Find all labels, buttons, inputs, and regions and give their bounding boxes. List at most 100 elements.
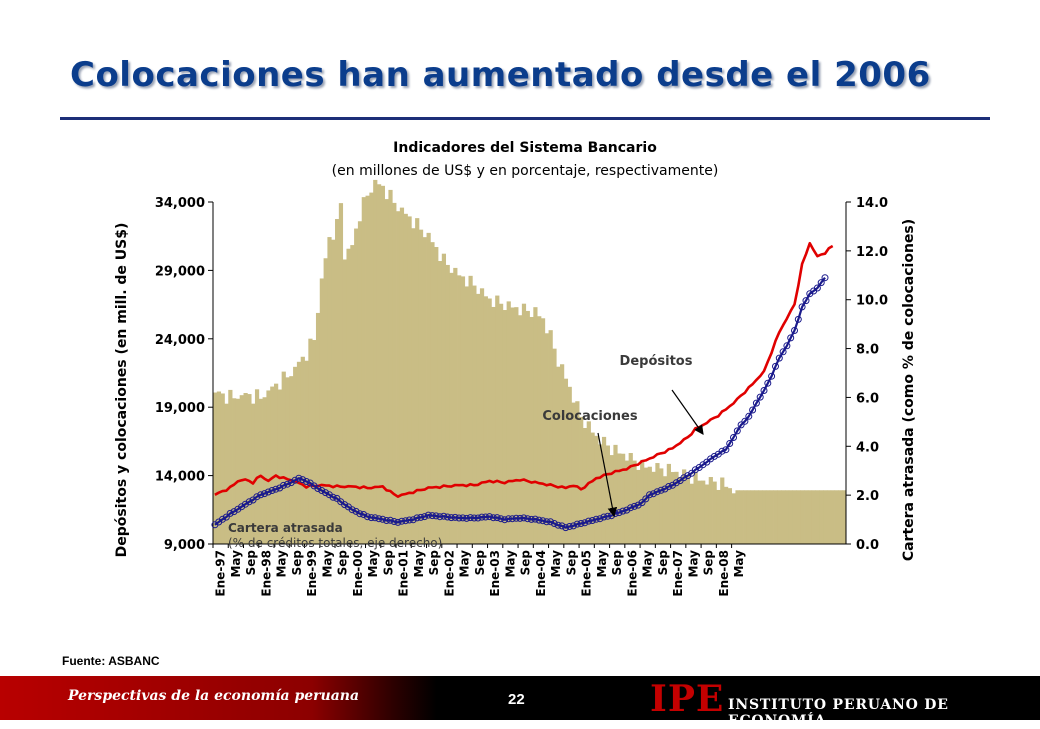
colocaciones-point <box>798 303 806 311</box>
colocaciones-point <box>657 486 665 494</box>
colocaciones-point <box>543 518 551 526</box>
bar-cartera-atrasada <box>804 490 809 544</box>
colocaciones-point <box>241 500 249 508</box>
bar-cartera-atrasada <box>434 247 439 544</box>
x-tick-label: May <box>229 550 243 578</box>
colocaciones-point <box>627 504 635 512</box>
colocaciones-point <box>386 516 394 524</box>
colocaciones-point <box>466 514 474 522</box>
bar-cartera-atrasada <box>762 490 767 544</box>
colocaciones-point <box>710 452 718 460</box>
colocaciones-point <box>775 354 783 362</box>
bar-cartera-atrasada <box>289 376 294 544</box>
bar-cartera-atrasada <box>376 184 382 544</box>
annotation-colocaciones: Colocaciones <box>542 409 638 424</box>
bar-series-group <box>213 179 847 545</box>
colocaciones-point <box>752 399 760 407</box>
bar-cartera-atrasada <box>682 469 687 544</box>
bar-cartera-atrasada <box>514 307 519 544</box>
x-tick-label: May <box>366 550 380 578</box>
colocaciones-point <box>257 491 265 499</box>
bar-cartera-atrasada <box>834 490 839 544</box>
bar-cartera-atrasada <box>769 490 774 544</box>
x-tick-label: May <box>320 550 334 578</box>
colocaciones-point <box>505 515 512 523</box>
bar-cartera-atrasada <box>407 216 412 544</box>
bar-cartera-atrasada <box>293 366 298 544</box>
left-tick-label: 14,000 <box>155 470 205 485</box>
colocaciones-point <box>363 513 371 521</box>
colocaciones-point <box>371 514 379 522</box>
x-tick-label: Ene-04 <box>534 550 548 597</box>
bar-cartera-atrasada <box>758 490 763 544</box>
slide-title: Colocaciones han aumentado desde el 2006 <box>70 55 931 95</box>
bar-cartera-atrasada <box>323 258 328 544</box>
bar-cartera-atrasada <box>270 386 275 544</box>
bar-cartera-atrasada <box>235 398 241 544</box>
colocaciones-point <box>726 440 734 447</box>
colocaciones-point <box>619 507 627 515</box>
bar-cartera-atrasada <box>617 453 622 544</box>
colocaciones-point <box>493 514 501 522</box>
x-tick-label: May <box>732 550 746 578</box>
bar-cartera-atrasada <box>792 490 797 544</box>
x-tick-label: Ene-07 <box>671 550 685 597</box>
bar-cartera-atrasada <box>739 490 744 544</box>
x-tick-label: Sep <box>381 550 395 576</box>
x-tick-label: May <box>549 550 563 578</box>
colocaciones-point <box>539 517 547 525</box>
colocaciones-point <box>329 493 337 501</box>
bar-cartera-atrasada <box>765 490 771 544</box>
colocaciones-point <box>222 513 230 521</box>
colocaciones-point <box>375 515 383 523</box>
colocaciones-point <box>588 517 596 524</box>
left-tick-label: 34,000 <box>155 196 205 211</box>
bar-cartera-atrasada <box>674 471 679 544</box>
colocaciones-point <box>733 427 741 435</box>
bar-cartera-atrasada <box>338 203 344 544</box>
annotation-cartera-title: Cartera atrasada <box>228 521 343 535</box>
bar-cartera-atrasada <box>590 432 595 544</box>
colocaciones-point <box>760 387 768 394</box>
bar-cartera-atrasada <box>319 278 324 544</box>
left-tick-label: 9,000 <box>164 538 205 553</box>
x-tick-label: Sep <box>290 550 304 576</box>
bar-cartera-atrasada <box>529 316 534 544</box>
bar-cartera-atrasada <box>380 185 385 544</box>
bar-cartera-atrasada <box>392 202 397 544</box>
bar-cartera-atrasada <box>426 232 431 544</box>
x-tick-label: Sep <box>244 550 258 576</box>
colocaciones-point <box>524 515 532 523</box>
bar-cartera-atrasada <box>357 221 363 544</box>
bar-cartera-atrasada <box>621 453 626 544</box>
bar-cartera-atrasada <box>693 471 698 544</box>
bar-cartera-atrasada <box>281 371 286 544</box>
colocaciones-point <box>299 476 307 484</box>
colocaciones-point <box>600 513 608 521</box>
bar-cartera-atrasada <box>502 310 508 544</box>
colocaciones-point <box>459 514 467 522</box>
bar-cartera-atrasada <box>823 490 828 544</box>
bar-cartera-atrasada <box>601 436 607 544</box>
bar-cartera-atrasada <box>506 301 511 544</box>
bar-cartera-atrasada <box>487 298 492 544</box>
colocaciones-point <box>413 514 421 522</box>
bar-cartera-atrasada <box>251 403 256 544</box>
chart-title: Indicadores del Sistema Bancario <box>393 140 657 156</box>
colocaciones-point <box>219 515 226 523</box>
x-tick-label: Sep <box>427 550 441 576</box>
banking-indicators-chart: 9,000 14,000 19,000 24,000 29,000 34,000 0.0 2.… <box>114 140 917 597</box>
footer-bar <box>0 676 1040 720</box>
x-tick-label: Sep <box>564 550 578 576</box>
colocaciones-point <box>569 522 577 530</box>
x-tick-label: May <box>458 550 472 578</box>
colocaciones-point <box>264 488 272 496</box>
bar-cartera-atrasada <box>415 218 420 544</box>
colocaciones-point <box>291 476 299 484</box>
bar-cartera-atrasada <box>304 360 309 544</box>
bar-cartera-atrasada <box>685 474 691 544</box>
colocaciones-point <box>718 447 726 455</box>
colocaciones-point <box>768 372 776 380</box>
bar-cartera-atrasada <box>224 403 229 544</box>
bar-cartera-atrasada <box>308 338 313 544</box>
